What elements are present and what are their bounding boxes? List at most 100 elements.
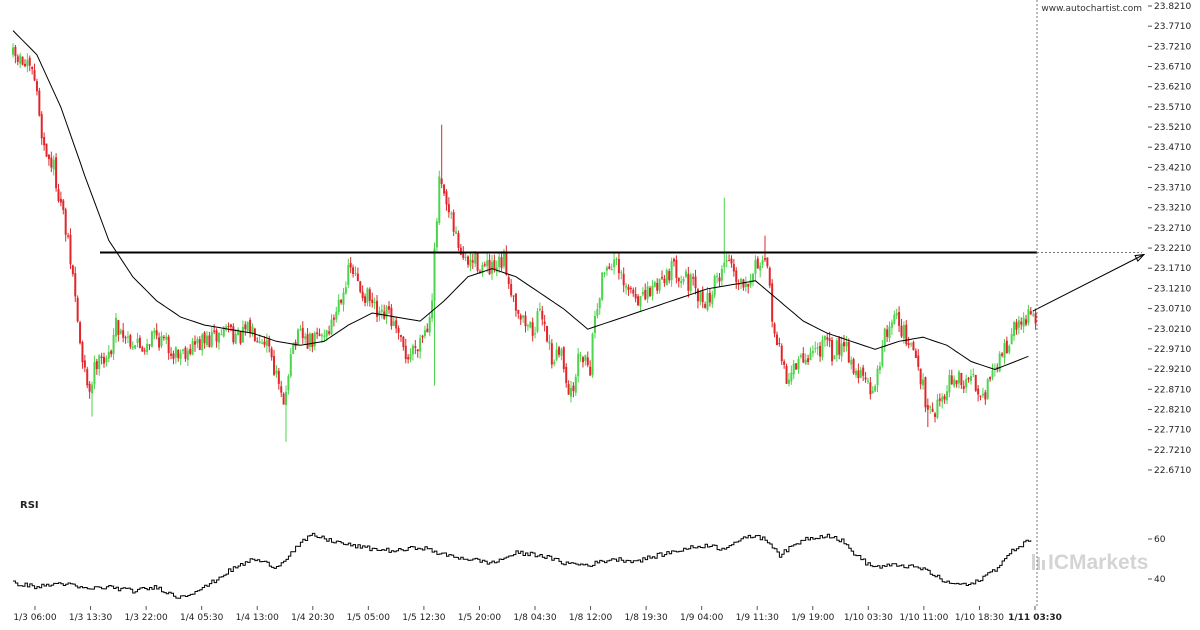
candle-body bbox=[1029, 311, 1032, 315]
candle-body bbox=[1003, 342, 1006, 358]
time-tick-label: 1/3 13:30 bbox=[69, 613, 113, 623]
candle-body bbox=[19, 55, 22, 64]
candle-body bbox=[416, 349, 419, 352]
candle-body bbox=[656, 282, 659, 291]
candle-body bbox=[114, 317, 117, 337]
candle-body bbox=[93, 362, 96, 385]
candle-body bbox=[775, 334, 778, 346]
price-tick-label: 22.6710 bbox=[1154, 466, 1191, 476]
candle-body bbox=[598, 298, 601, 309]
candle-body bbox=[112, 334, 115, 354]
candle-body bbox=[194, 341, 197, 345]
candle-body bbox=[404, 345, 407, 360]
candle-body bbox=[50, 157, 53, 168]
candle-body bbox=[361, 291, 364, 299]
candle-body bbox=[438, 176, 441, 224]
time-tick-label: 1/11 03:30 bbox=[1008, 613, 1062, 623]
rsi-title: RSI bbox=[20, 500, 39, 511]
candle-body bbox=[945, 391, 948, 401]
candle-body bbox=[907, 343, 910, 345]
candle-body bbox=[596, 309, 599, 316]
candle-body bbox=[637, 296, 640, 306]
candle-body bbox=[718, 277, 721, 282]
candle-body bbox=[895, 313, 898, 316]
candle-body bbox=[280, 386, 283, 393]
candle-body bbox=[857, 370, 860, 379]
candle-body bbox=[43, 136, 46, 146]
candle-body bbox=[737, 283, 740, 285]
candle-body bbox=[134, 345, 137, 349]
candle-body bbox=[668, 271, 671, 281]
candle-body bbox=[565, 366, 568, 384]
candlestick-series bbox=[12, 43, 1037, 442]
candle-body bbox=[349, 262, 352, 268]
rsi-axis: 60 40 bbox=[1148, 535, 1166, 585]
candle-body bbox=[934, 413, 937, 417]
candle-body bbox=[490, 261, 493, 274]
candle-body bbox=[69, 234, 72, 265]
candle-body bbox=[632, 289, 635, 294]
candle-body bbox=[241, 326, 244, 343]
candle-body bbox=[869, 382, 872, 395]
candle-body bbox=[263, 341, 266, 345]
candle-body bbox=[28, 57, 31, 66]
candle-body bbox=[421, 335, 424, 338]
time-tick-label: 1/9 19:00 bbox=[791, 613, 835, 623]
candle-body bbox=[790, 372, 793, 382]
price-tick-label: 23.4710 bbox=[1154, 143, 1191, 153]
price-tick-label: 23.5210 bbox=[1154, 123, 1191, 133]
candle-body bbox=[62, 200, 65, 211]
candle-body bbox=[917, 355, 920, 367]
candle-body bbox=[177, 349, 180, 359]
candle-body bbox=[816, 347, 819, 349]
candle-body bbox=[929, 406, 932, 408]
candle-body bbox=[579, 354, 582, 356]
candle-body bbox=[33, 70, 36, 81]
candle-body bbox=[967, 377, 970, 380]
candle-body bbox=[407, 357, 410, 360]
candle-body bbox=[143, 350, 146, 352]
candle-body bbox=[883, 328, 886, 347]
candle-body bbox=[258, 341, 261, 344]
candle-body bbox=[905, 324, 908, 345]
candle-body bbox=[474, 252, 477, 264]
candle-body bbox=[160, 335, 163, 347]
time-tick-label: 1/10 03:30 bbox=[844, 613, 893, 623]
candle-body bbox=[347, 265, 350, 285]
candle-body bbox=[763, 258, 766, 260]
candle-body bbox=[131, 346, 134, 349]
candle-body bbox=[969, 376, 972, 382]
candle-body bbox=[538, 308, 541, 311]
price-tick-label: 23.6710 bbox=[1154, 63, 1191, 73]
candle-body bbox=[153, 330, 156, 333]
candle-body bbox=[531, 322, 534, 336]
candle-body bbox=[807, 358, 810, 362]
candle-body bbox=[201, 334, 204, 351]
candle-body bbox=[373, 302, 376, 304]
time-tick-label: 1/8 04:30 bbox=[513, 613, 557, 623]
candle-body bbox=[265, 339, 268, 346]
candle-body bbox=[88, 383, 91, 392]
candle-body bbox=[234, 333, 237, 344]
candle-body bbox=[222, 327, 225, 337]
candle-body bbox=[881, 345, 884, 366]
candle-body bbox=[716, 275, 719, 277]
candle-body bbox=[83, 360, 86, 368]
candle-body bbox=[79, 322, 82, 344]
candle-body bbox=[440, 178, 443, 185]
candle-body bbox=[811, 350, 814, 354]
price-tick-label: 22.9710 bbox=[1154, 345, 1191, 355]
candle-body bbox=[184, 347, 187, 359]
watermark-text: ICMarkets bbox=[1048, 551, 1148, 574]
candle-body bbox=[957, 371, 960, 384]
candle-body bbox=[493, 260, 496, 270]
candle-body bbox=[59, 198, 62, 203]
candle-body bbox=[797, 359, 800, 370]
candle-body bbox=[723, 262, 726, 268]
candle-body bbox=[170, 353, 173, 356]
candle-body bbox=[392, 321, 395, 326]
candle-body bbox=[581, 357, 584, 363]
candle-body bbox=[158, 337, 161, 348]
candle-body bbox=[426, 328, 429, 333]
candle-body bbox=[98, 355, 101, 370]
